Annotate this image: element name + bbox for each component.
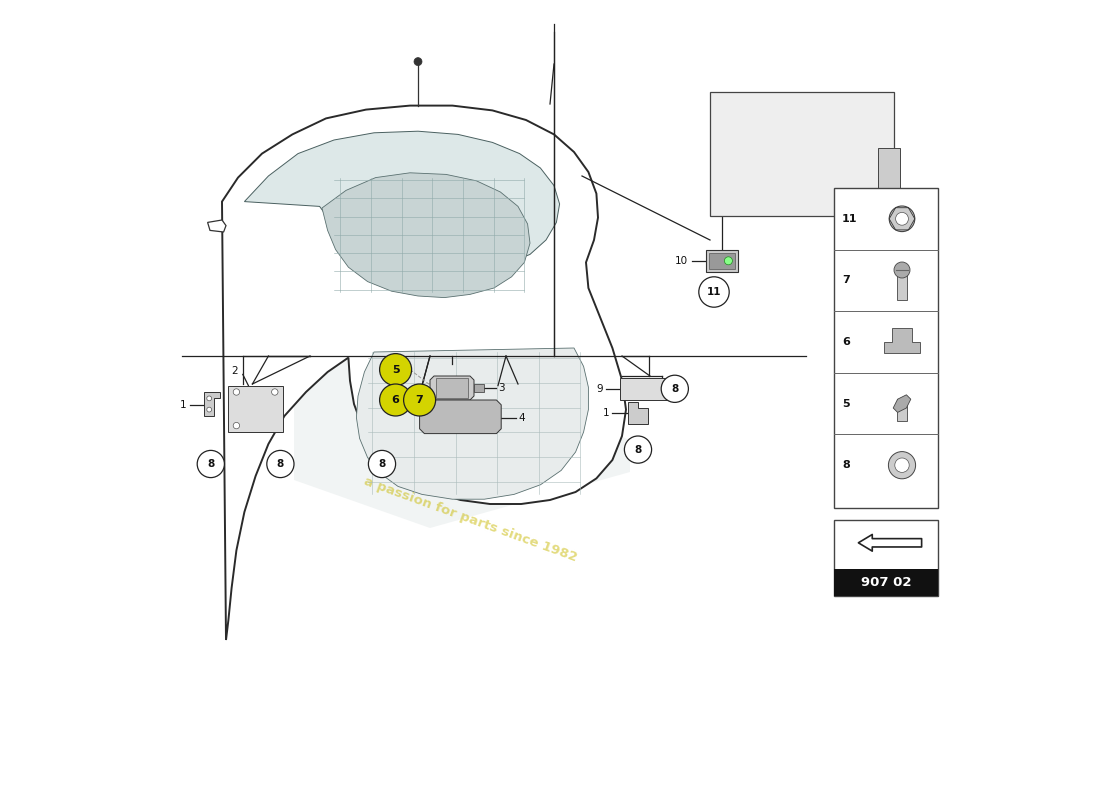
Circle shape (625, 436, 651, 463)
Circle shape (379, 384, 411, 416)
Polygon shape (419, 400, 502, 434)
Text: 1: 1 (603, 408, 609, 418)
Polygon shape (834, 569, 938, 596)
Text: a passion for parts since 1982: a passion for parts since 1982 (362, 475, 579, 565)
Circle shape (894, 458, 910, 472)
Polygon shape (322, 173, 530, 298)
Circle shape (889, 206, 915, 231)
Text: 8: 8 (635, 445, 641, 454)
Polygon shape (710, 253, 735, 269)
Circle shape (267, 450, 294, 478)
Polygon shape (898, 274, 906, 300)
Polygon shape (474, 384, 484, 392)
Polygon shape (244, 131, 560, 267)
Polygon shape (710, 92, 894, 216)
Polygon shape (878, 148, 901, 188)
Text: epc: epc (375, 282, 596, 390)
Polygon shape (356, 348, 588, 499)
Text: 2: 2 (231, 366, 238, 376)
Polygon shape (898, 399, 906, 421)
Polygon shape (834, 520, 938, 596)
Text: 907 02: 907 02 (860, 576, 911, 589)
Polygon shape (834, 188, 938, 508)
Text: 5: 5 (392, 365, 399, 374)
Circle shape (895, 212, 909, 225)
Circle shape (404, 384, 436, 416)
Circle shape (661, 375, 689, 402)
Text: 8: 8 (842, 460, 849, 470)
Polygon shape (884, 328, 920, 354)
Text: 6: 6 (392, 395, 399, 405)
Text: 5: 5 (842, 398, 849, 409)
Circle shape (272, 389, 278, 395)
Text: 8: 8 (378, 459, 386, 469)
Polygon shape (222, 106, 626, 640)
Circle shape (207, 396, 211, 401)
Text: 8: 8 (671, 384, 679, 394)
Circle shape (698, 277, 729, 307)
Text: 6: 6 (842, 337, 850, 347)
Text: 10: 10 (675, 256, 689, 266)
Polygon shape (620, 378, 678, 400)
FancyArrowPatch shape (858, 534, 922, 551)
Polygon shape (430, 376, 474, 400)
Circle shape (889, 451, 915, 478)
Polygon shape (706, 250, 738, 272)
Circle shape (725, 257, 733, 265)
Text: 1: 1 (180, 400, 187, 410)
Circle shape (197, 450, 224, 478)
Text: 8: 8 (277, 459, 284, 469)
Circle shape (379, 354, 411, 386)
Text: 3: 3 (498, 383, 505, 393)
Polygon shape (294, 356, 630, 528)
Text: 4: 4 (518, 413, 525, 422)
Polygon shape (893, 395, 911, 413)
Circle shape (368, 450, 396, 478)
Polygon shape (436, 378, 469, 398)
Text: 7: 7 (416, 395, 424, 405)
Polygon shape (205, 392, 220, 416)
Polygon shape (208, 220, 226, 232)
Polygon shape (628, 402, 648, 424)
Polygon shape (229, 386, 283, 432)
Circle shape (207, 407, 211, 412)
Circle shape (233, 422, 240, 429)
Text: 11: 11 (842, 214, 858, 224)
Text: 9: 9 (596, 384, 603, 394)
Text: 7: 7 (842, 275, 849, 286)
Circle shape (233, 389, 240, 395)
Text: 8: 8 (207, 459, 215, 469)
Circle shape (894, 262, 910, 278)
Text: 11: 11 (706, 287, 722, 297)
Circle shape (414, 58, 422, 66)
